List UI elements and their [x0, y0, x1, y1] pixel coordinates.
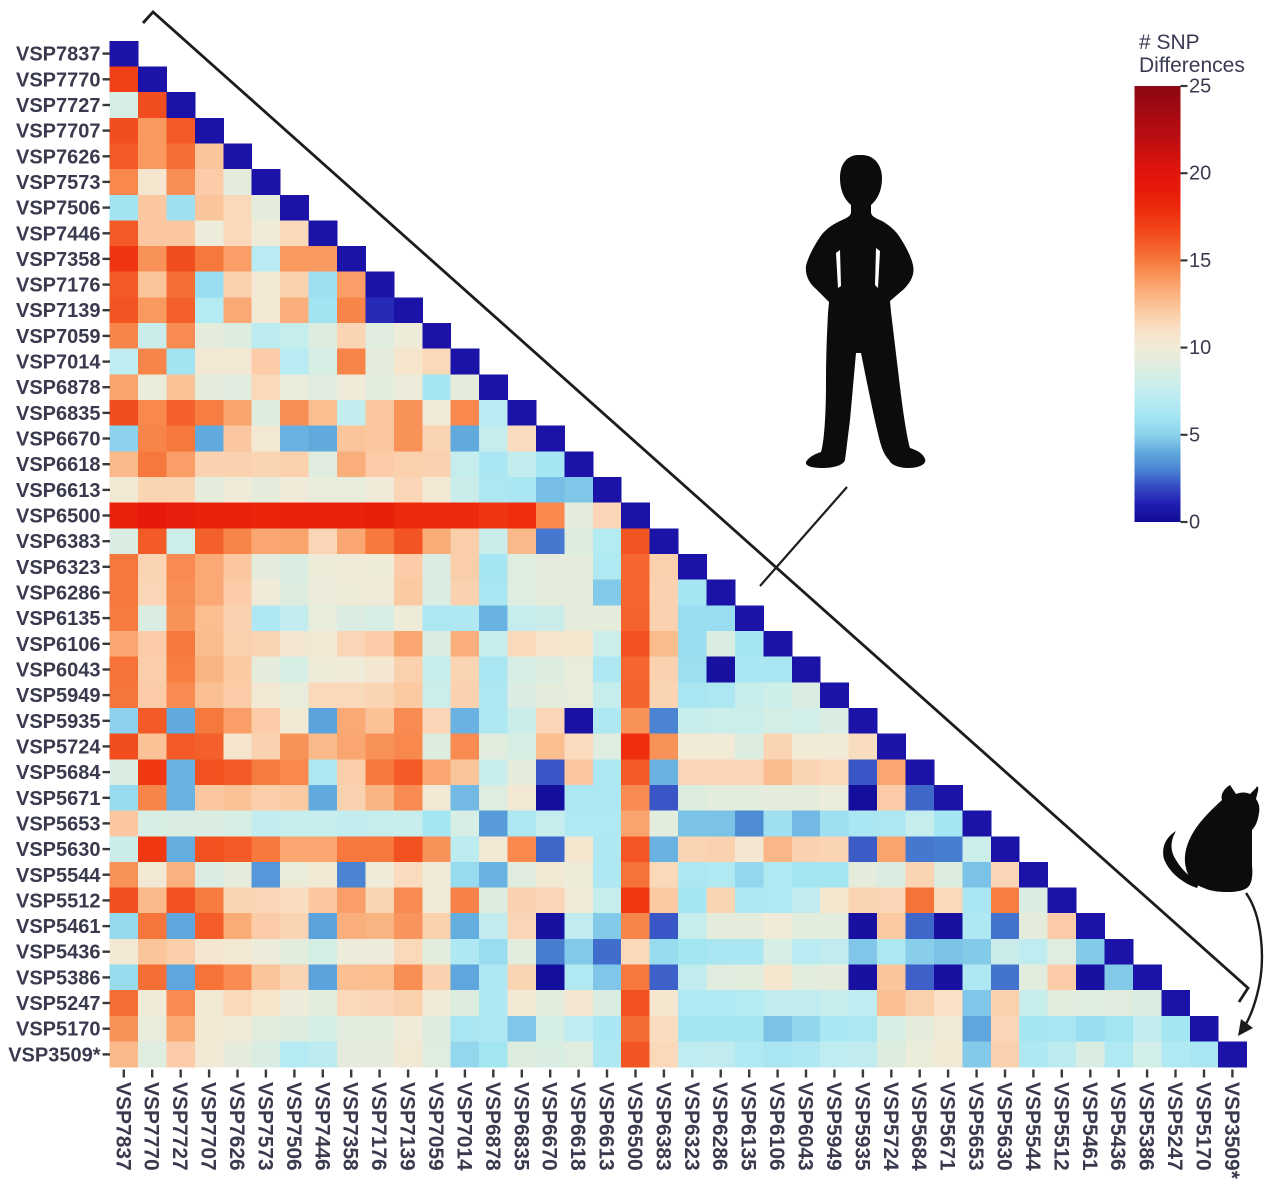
svg-text:VSP7506: VSP7506 — [282, 1082, 305, 1171]
svg-text:VSP7837: VSP7837 — [111, 1082, 134, 1171]
svg-text:15: 15 — [1189, 250, 1211, 272]
svg-text:# SNP: # SNP — [1139, 31, 1200, 54]
svg-text:VSP5949: VSP5949 — [822, 1082, 845, 1171]
svg-text:VSP5684: VSP5684 — [907, 1082, 930, 1171]
svg-text:VSP5386: VSP5386 — [16, 967, 101, 989]
svg-text:VSP5935: VSP5935 — [16, 711, 101, 733]
svg-text:VSP7707: VSP7707 — [16, 121, 101, 143]
svg-text:25: 25 — [1189, 76, 1211, 98]
svg-text:VSP6878: VSP6878 — [16, 377, 101, 399]
svg-text:VSP5170: VSP5170 — [16, 1019, 101, 1041]
svg-text:VSP5653: VSP5653 — [16, 813, 101, 835]
svg-text:VSP5544: VSP5544 — [16, 865, 101, 887]
svg-text:VSP5653: VSP5653 — [964, 1082, 987, 1171]
svg-text:VSP6135: VSP6135 — [737, 1082, 760, 1171]
svg-text:VSP7139: VSP7139 — [16, 300, 101, 322]
svg-text:VSP7059: VSP7059 — [424, 1082, 447, 1171]
svg-text:VSP5935: VSP5935 — [850, 1082, 873, 1171]
svg-text:VSP5436: VSP5436 — [16, 942, 101, 964]
svg-text:0: 0 — [1189, 512, 1200, 534]
svg-text:VSP6618: VSP6618 — [566, 1082, 589, 1171]
svg-text:VSP7770: VSP7770 — [140, 1082, 163, 1171]
svg-text:VSP5461: VSP5461 — [16, 916, 101, 938]
svg-text:VSP6613: VSP6613 — [16, 480, 101, 502]
svg-text:VSP5724: VSP5724 — [16, 737, 101, 759]
svg-text:VSP5436: VSP5436 — [1106, 1082, 1129, 1171]
svg-text:VSP5247: VSP5247 — [16, 993, 101, 1015]
svg-text:VSP6286: VSP6286 — [16, 583, 101, 605]
svg-text:VSP6286: VSP6286 — [708, 1082, 731, 1171]
svg-text:VSP5386: VSP5386 — [1135, 1082, 1158, 1171]
svg-text:VSP5724: VSP5724 — [879, 1082, 902, 1171]
svg-text:VSP6670: VSP6670 — [16, 429, 101, 451]
svg-text:VSP5684: VSP5684 — [16, 762, 101, 784]
svg-text:VSP6135: VSP6135 — [16, 608, 101, 630]
svg-text:VSP7176: VSP7176 — [16, 275, 101, 297]
svg-text:VSP5630: VSP5630 — [993, 1082, 1016, 1171]
svg-text:VSP7727: VSP7727 — [16, 95, 101, 117]
svg-text:VSP5630: VSP5630 — [16, 839, 101, 861]
svg-text:VSP7358: VSP7358 — [339, 1082, 362, 1171]
svg-text:VSP6383: VSP6383 — [651, 1082, 674, 1171]
svg-text:VSP3509*: VSP3509* — [8, 1044, 101, 1066]
svg-text:VSP3509*: VSP3509* — [1220, 1082, 1243, 1180]
svg-text:10: 10 — [1189, 337, 1211, 359]
svg-text:VSP5671: VSP5671 — [936, 1082, 959, 1171]
svg-text:VSP7626: VSP7626 — [16, 146, 101, 168]
svg-text:VSP6878: VSP6878 — [481, 1082, 504, 1171]
svg-text:20: 20 — [1189, 163, 1211, 185]
svg-text:VSP7727: VSP7727 — [168, 1082, 191, 1171]
svg-text:VSP6835: VSP6835 — [509, 1082, 532, 1171]
svg-text:VSP6618: VSP6618 — [16, 454, 101, 476]
svg-text:VSP6043: VSP6043 — [16, 660, 101, 682]
svg-text:VSP7014: VSP7014 — [452, 1082, 475, 1171]
svg-text:VSP5247: VSP5247 — [1163, 1082, 1186, 1171]
svg-text:VSP5544: VSP5544 — [1021, 1082, 1044, 1171]
svg-text:VSP7358: VSP7358 — [16, 249, 101, 271]
svg-text:VSP6500: VSP6500 — [623, 1082, 646, 1171]
svg-text:VSP6835: VSP6835 — [16, 403, 101, 425]
svg-text:VSP7573: VSP7573 — [16, 172, 101, 194]
svg-text:VSP5512: VSP5512 — [16, 890, 101, 912]
svg-text:VSP6383: VSP6383 — [16, 531, 101, 553]
svg-text:VSP7176: VSP7176 — [367, 1082, 390, 1171]
svg-text:VSP5170: VSP5170 — [1192, 1082, 1215, 1171]
svg-text:VSP6106: VSP6106 — [16, 634, 101, 656]
svg-text:VSP7573: VSP7573 — [253, 1082, 276, 1171]
svg-text:VSP5671: VSP5671 — [16, 788, 101, 810]
svg-text:VSP6106: VSP6106 — [765, 1082, 788, 1171]
svg-text:VSP7014: VSP7014 — [16, 352, 101, 374]
svg-text:VSP7837: VSP7837 — [16, 44, 101, 66]
svg-text:VSP7446: VSP7446 — [16, 223, 101, 245]
svg-text:VSP6670: VSP6670 — [538, 1082, 561, 1171]
svg-text:Differences: Differences — [1139, 54, 1245, 77]
svg-text:VSP7139: VSP7139 — [396, 1082, 419, 1171]
svg-text:VSP6323: VSP6323 — [16, 557, 101, 579]
svg-text:VSP5949: VSP5949 — [16, 685, 101, 707]
svg-text:VSP7707: VSP7707 — [197, 1082, 220, 1171]
svg-text:VSP6323: VSP6323 — [680, 1082, 703, 1171]
svg-text:VSP6043: VSP6043 — [794, 1082, 817, 1171]
svg-text:VSP5461: VSP5461 — [1078, 1082, 1101, 1171]
svg-text:VSP7770: VSP7770 — [16, 69, 101, 91]
svg-text:VSP7506: VSP7506 — [16, 198, 101, 220]
svg-text:5: 5 — [1189, 424, 1200, 446]
svg-text:VSP7626: VSP7626 — [225, 1082, 248, 1171]
svg-text:VSP6613: VSP6613 — [595, 1082, 618, 1171]
svg-text:VSP7059: VSP7059 — [16, 326, 101, 348]
svg-text:VSP7446: VSP7446 — [310, 1082, 333, 1171]
svg-text:VSP5512: VSP5512 — [1049, 1082, 1072, 1171]
svg-text:VSP6500: VSP6500 — [16, 506, 101, 528]
